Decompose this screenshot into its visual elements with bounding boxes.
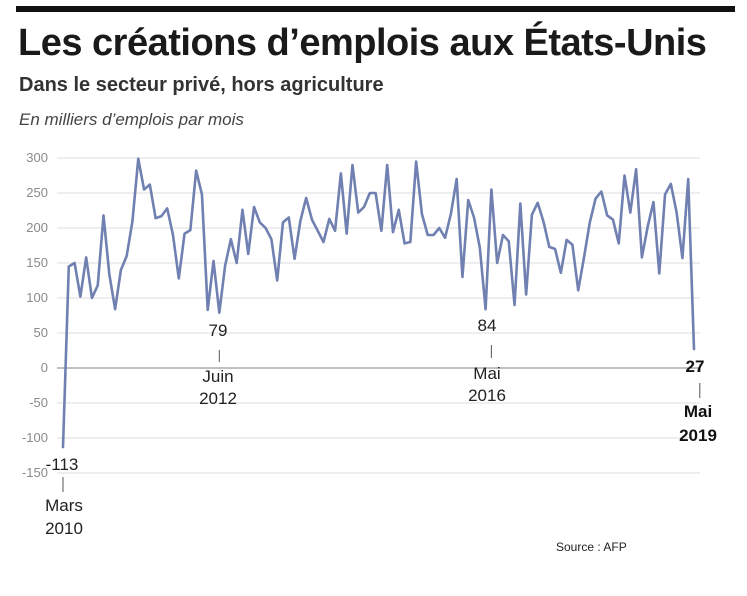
y-tick-label: -100 — [22, 430, 48, 445]
y-tick-label: 100 — [26, 290, 48, 305]
chart-subtitle: Dans le secteur privé, hors agriculture — [19, 74, 384, 96]
annotation-date-year: 2019 — [679, 426, 717, 445]
annotation-value: 27 — [686, 357, 705, 376]
y-tick-label: 300 — [26, 150, 48, 165]
y-tick-label: 0 — [41, 360, 48, 375]
annotation-date-year: 2016 — [468, 386, 506, 405]
y-tick-label: 150 — [26, 255, 48, 270]
chart-unit-label: En milliers d’emplois par mois — [19, 110, 244, 129]
annotation-date-year: 2012 — [199, 389, 237, 408]
y-tick-label: -150 — [22, 465, 48, 480]
chart-title: Les créations d’emplois aux États-Unis — [18, 22, 707, 64]
y-tick-label: 50 — [34, 325, 48, 340]
annotation-date-month: Mai — [473, 364, 500, 383]
annotation-value: -113 — [46, 455, 79, 474]
annotation-date-month: Mai — [684, 402, 712, 421]
annotation-date-year: 2010 — [45, 519, 83, 538]
source-credit: Source : AFP — [556, 540, 627, 554]
y-tick-label: 250 — [26, 185, 48, 200]
annotation-date-month: Mars — [45, 496, 83, 515]
annotation-date-month: Juin — [202, 367, 233, 386]
top-rule — [16, 6, 735, 12]
annotation-value: 79 — [209, 321, 228, 340]
series-line — [61, 157, 696, 449]
annotation-value: 84 — [478, 316, 497, 335]
y-tick-label: -50 — [29, 395, 48, 410]
y-tick-label: 200 — [26, 220, 48, 235]
